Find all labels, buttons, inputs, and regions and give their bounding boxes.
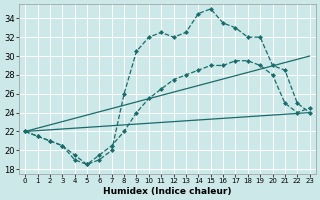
X-axis label: Humidex (Indice chaleur): Humidex (Indice chaleur) [103, 187, 232, 196]
